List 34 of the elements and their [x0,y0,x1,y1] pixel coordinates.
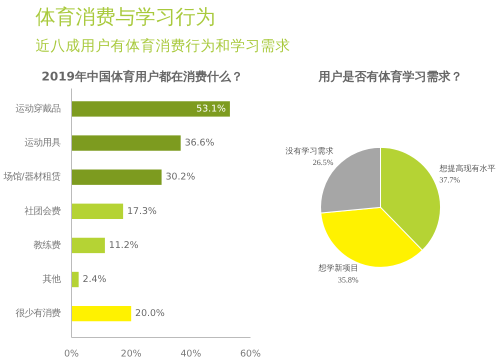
data-label: 35.8% [338,275,359,284]
y-tick-label: 很少有消费 [16,308,60,320]
y-tick-label: 场馆/器材租赁 [2,172,61,183]
bar [72,306,132,322]
bar [72,204,124,219]
y-tick-label: 其他 [42,274,60,286]
data-label: 11.2% [108,240,139,251]
text: 2019年中国体育用户都在消费什么？ [42,70,243,84]
chart-subtitle: 近八成用户有体育消费行为和学习需求 [36,38,290,54]
y-tick-label: 社团会费 [24,206,60,217]
y-tick-label: 运动用具 [24,138,60,149]
slice-label: 想学新项目 [318,264,359,273]
bar [72,238,105,254]
x-tick-label: 60% [240,348,262,360]
chart-title: 体育消费与学习行为 [36,4,216,28]
data-label: 26.5% [312,158,334,167]
x-tick-label: 40% [180,348,202,360]
bar [72,101,230,117]
data-label: 36.6% [184,138,214,149]
x-tick-label: 20% [120,348,142,360]
slice-label: 没有学习需求 [285,146,334,156]
data-label: 2.4% [82,274,106,286]
data-label: 30.2% [166,172,196,183]
data-label: 37.7% [439,176,460,185]
y-tick-label: 运动穿戴品 [16,103,60,114]
data-label: 20.0% [135,308,165,320]
x-tick-label: 0% [64,348,80,360]
bar [72,170,162,185]
data-label: 17.3% [127,206,157,217]
data-label: 53.1% [196,103,226,114]
chart-title: 用户是否有体育学习需求？ [318,70,462,84]
bar [72,135,181,151]
slice-label: 想提高现有水平 [438,164,496,174]
y-tick-label: 教练费 [34,240,60,251]
